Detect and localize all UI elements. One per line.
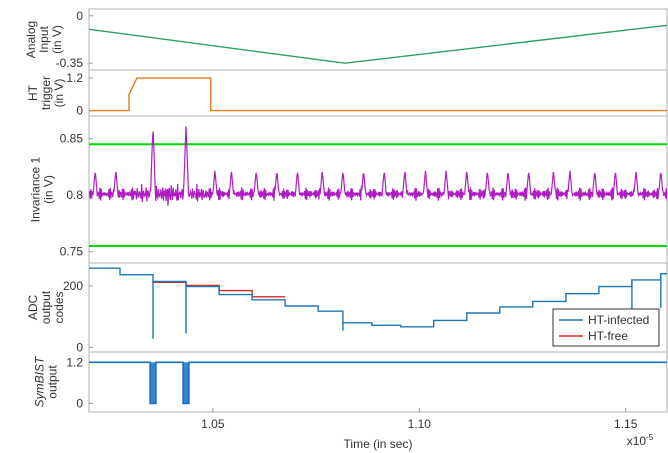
y-tick-label: 0.75 — [60, 245, 84, 259]
legend-box — [552, 308, 660, 347]
y-label: ADCoutputcodes — [26, 290, 66, 324]
y-label: HTtrigger(in V) — [26, 76, 66, 110]
y-tick-label: 0 — [76, 340, 83, 354]
y-tick-label: 0 — [76, 104, 83, 118]
x-axis: 1.05 1.10 1.15 Time (in sec) x10-5 — [201, 408, 654, 451]
y-tick-label: -0.35 — [56, 56, 84, 70]
plot-area — [89, 126, 667, 248]
plot-area — [89, 361, 667, 405]
axes-frame — [88, 8, 668, 71]
x-axis-label: Time (in sec) — [344, 437, 413, 451]
y-axis-label-line: output — [46, 365, 60, 399]
plot-area — [89, 77, 667, 112]
legend-label-ht-free: HT-free — [588, 329, 628, 343]
series-line — [89, 77, 667, 112]
y-ticks: 0 -0.35 — [56, 9, 93, 70]
panel-invariance: 0.85 0.8 0.75 Invariance 1(in V) — [29, 115, 668, 264]
y-ticks: 0.85 0.8 0.75 — [60, 132, 93, 259]
x-exponent-power: -5 — [646, 433, 654, 442]
y-tick-label: 200 — [63, 279, 83, 293]
axes-frame — [88, 351, 668, 413]
x-tick-label: 1.05 — [201, 417, 225, 431]
y-axis-label: AnalogInput(in V) — [24, 21, 64, 58]
panel-analog: 0 -0.35 AnalogInput(in V) — [24, 8, 668, 71]
panel-symbist: 1.2 0 SymBISToutput — [33, 351, 668, 413]
y-tick-label: 0.8 — [66, 188, 83, 202]
x-exponent: x10-5 — [627, 433, 654, 448]
y-axis-label-line: codes — [52, 291, 66, 323]
y-axis-label-line: (in V) — [50, 25, 64, 54]
y-tick-label: 1.2 — [66, 355, 83, 369]
symbist-dropout — [183, 362, 189, 404]
y-label: AnalogInput(in V) — [24, 21, 64, 58]
series-line — [89, 24, 667, 64]
axes-frame — [88, 69, 668, 117]
plot-area — [89, 24, 667, 64]
y-axis-label-line: Input — [37, 25, 51, 52]
symbist-dropout — [150, 362, 156, 404]
y-axis-label-line: ADC — [26, 295, 40, 321]
y-axis-label: SymBISToutput — [33, 355, 60, 407]
y-axis-label: HTtrigger(in V) — [26, 76, 66, 110]
y-axis-label-line: HT — [26, 84, 40, 101]
legend: HT-infected HT-free — [552, 308, 660, 347]
plot-area — [89, 267, 667, 339]
y-label: Invariance 1(in V) — [29, 156, 56, 222]
y-tick-label: 0.85 — [60, 132, 84, 146]
y-axis-label-line: (in V) — [42, 175, 56, 204]
y-tick-label: 0 — [76, 396, 83, 410]
x-tick-label: 1.10 — [408, 417, 432, 431]
y-axis-label: Invariance 1(in V) — [29, 156, 56, 222]
y-axis-label-line: Invariance 1 — [29, 156, 43, 222]
x-exponent-base: x10 — [627, 434, 647, 448]
y-tick-label: 0 — [76, 9, 83, 23]
series-ht-infected — [89, 267, 667, 328]
symbist-line — [89, 361, 667, 405]
y-ticks: 1.20 — [66, 71, 93, 118]
y-tick-label: 1.2 — [66, 71, 83, 85]
y-label: SymBISToutput — [33, 355, 60, 407]
invariance-signal — [89, 126, 667, 206]
y-axis-label-line: trigger — [39, 76, 53, 110]
x-tick-label: 1.15 — [614, 417, 638, 431]
x-ticks: 1.05 1.10 1.15 — [201, 408, 638, 431]
panel-trigger: 1.20 HTtrigger(in V) — [26, 69, 668, 118]
y-axis-label-line: (in V) — [52, 79, 66, 108]
y-axis-label-line: SymBIST — [33, 355, 47, 407]
y-axis-label-line: output — [39, 290, 53, 324]
legend-label-ht-infected: HT-infected — [588, 313, 649, 327]
y-axis-label: ADCoutputcodes — [26, 290, 66, 324]
y-axis-label-line: Analog — [24, 21, 38, 58]
